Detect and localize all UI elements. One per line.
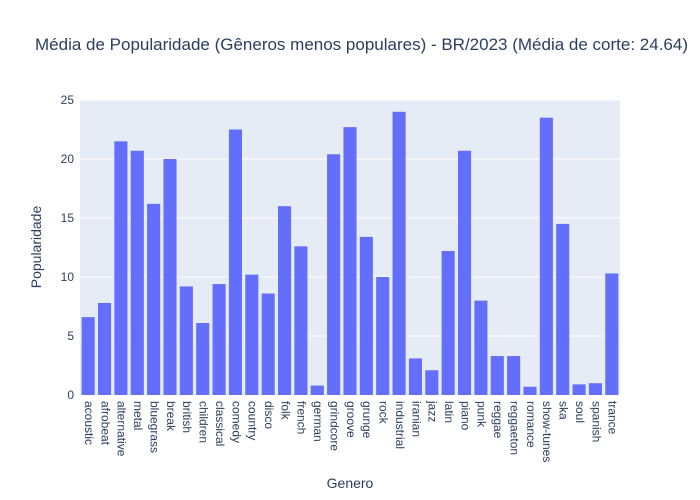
y-tick-label: 25 — [61, 93, 75, 107]
x-tick-label: trance — [606, 401, 620, 435]
bar-folk[interactable] — [278, 206, 292, 395]
x-tick-label: german — [311, 401, 325, 442]
bar-metal[interactable] — [130, 150, 144, 395]
bar-classical[interactable] — [212, 284, 226, 395]
x-tick-label: iranian — [409, 401, 423, 437]
bar-country[interactable] — [245, 274, 259, 395]
x-tick-label: break — [164, 401, 178, 432]
bar-iranian[interactable] — [408, 358, 422, 395]
bar-rock[interactable] — [376, 277, 390, 395]
x-tick-label: acoustic — [82, 401, 96, 445]
bar-children[interactable] — [196, 323, 210, 395]
bar-ska[interactable] — [556, 223, 570, 395]
x-tick-label: spanish — [589, 401, 603, 442]
x-tick-label: punk — [475, 401, 489, 428]
x-tick-label: latin — [442, 401, 456, 423]
bar-french[interactable] — [294, 246, 308, 395]
x-tick-labels: acoustic afrobeat alternative metal bluegras… — [82, 400, 620, 462]
bar-grunge[interactable] — [359, 236, 373, 395]
x-tick-label: children — [197, 401, 211, 443]
bar-british[interactable] — [179, 286, 193, 395]
x-tick-label: bluegrass — [147, 401, 161, 453]
bar-disco[interactable] — [261, 293, 275, 395]
y-tick-label: 5 — [67, 329, 74, 343]
bar-latin[interactable] — [441, 251, 455, 395]
x-tick-label: jazz — [426, 400, 440, 422]
x-tick-label: grunge — [360, 401, 374, 439]
bar-grindcore[interactable] — [327, 154, 341, 395]
x-tick-label: show-tunes — [540, 401, 554, 462]
bar-afrobeat[interactable] — [98, 302, 112, 395]
bar-spanish[interactable] — [588, 383, 602, 395]
x-tick-label: grindcore — [327, 401, 341, 451]
x-tick-label: french — [295, 401, 309, 434]
bar-comedy[interactable] — [228, 129, 242, 396]
x-tick-label: reggaeton — [507, 401, 521, 455]
y-tick-label: 15 — [61, 211, 75, 225]
x-tick-label: metal — [131, 401, 145, 430]
x-tick-label: piano — [458, 401, 472, 431]
bar-break[interactable] — [163, 159, 177, 395]
bar-reggaeton[interactable] — [507, 356, 521, 395]
x-tick-label: soul — [573, 401, 587, 423]
bar-german[interactable] — [310, 385, 324, 395]
y-tick-label: 20 — [61, 152, 75, 166]
x-tick-label: folk — [278, 401, 292, 421]
x-tick-label: british — [180, 401, 194, 433]
bar-romance[interactable] — [523, 386, 537, 395]
chart-title: Média de Popularidade (Gêneros menos pop… — [35, 35, 688, 54]
x-tick-label: alternative — [115, 401, 129, 457]
x-tick-label: industrial — [393, 401, 407, 449]
x-tick-label: country — [246, 401, 260, 440]
x-tick-label: reggae — [491, 401, 505, 439]
bar-alternative[interactable] — [114, 141, 128, 395]
bar-trance[interactable] — [605, 273, 619, 395]
bar-piano[interactable] — [458, 150, 472, 395]
x-tick-label: afrobeat — [98, 401, 112, 446]
bar-groove[interactable] — [343, 127, 357, 395]
bars — [81, 111, 619, 396]
bar-show-tunes[interactable] — [539, 117, 553, 395]
bar-bluegrass[interactable] — [147, 203, 161, 395]
x-tick-label: romance — [524, 401, 538, 448]
bar-soul[interactable] — [572, 384, 586, 395]
bar-punk[interactable] — [474, 300, 488, 395]
y-tick-labels: 0 5 10 15 20 25 — [61, 93, 75, 402]
x-tick-label: comedy — [229, 401, 243, 443]
x-tick-label: ska — [557, 401, 571, 420]
y-tick-label: 0 — [67, 388, 74, 402]
bar-industrial[interactable] — [392, 111, 406, 396]
x-axis-title: Genero — [327, 475, 374, 491]
x-tick-label: rock — [377, 401, 391, 425]
y-axis-title: Popularidade — [28, 206, 44, 289]
x-tick-label: groove — [344, 401, 358, 438]
bar-reggae[interactable] — [490, 356, 504, 395]
x-tick-label: disco — [262, 401, 276, 429]
bar-acoustic[interactable] — [81, 317, 95, 395]
x-tick-label: classical — [213, 401, 227, 446]
bar-jazz[interactable] — [425, 370, 439, 395]
y-tick-label: 10 — [61, 270, 75, 284]
